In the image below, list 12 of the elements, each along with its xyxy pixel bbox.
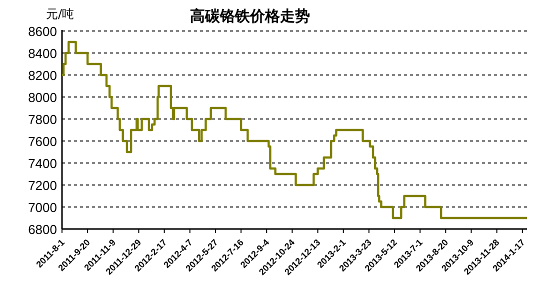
y-tick-label: 8200 <box>28 68 57 83</box>
y-tick-label: 7000 <box>28 200 57 215</box>
y-tick-label: 8000 <box>28 90 57 105</box>
y-tick-label: 7600 <box>28 134 57 149</box>
y-tick-label: 8400 <box>28 46 57 61</box>
y-axis-title: 元/吨 <box>46 7 74 21</box>
y-tick-label: 7800 <box>28 112 57 127</box>
y-tick-label: 7200 <box>28 178 57 193</box>
chart-title: 高碳铬铁价格走势 <box>190 7 310 25</box>
y-tick-label: 6800 <box>28 222 57 237</box>
y-tick-label: 7400 <box>28 156 57 171</box>
y-tick-label: 8600 <box>28 24 57 39</box>
